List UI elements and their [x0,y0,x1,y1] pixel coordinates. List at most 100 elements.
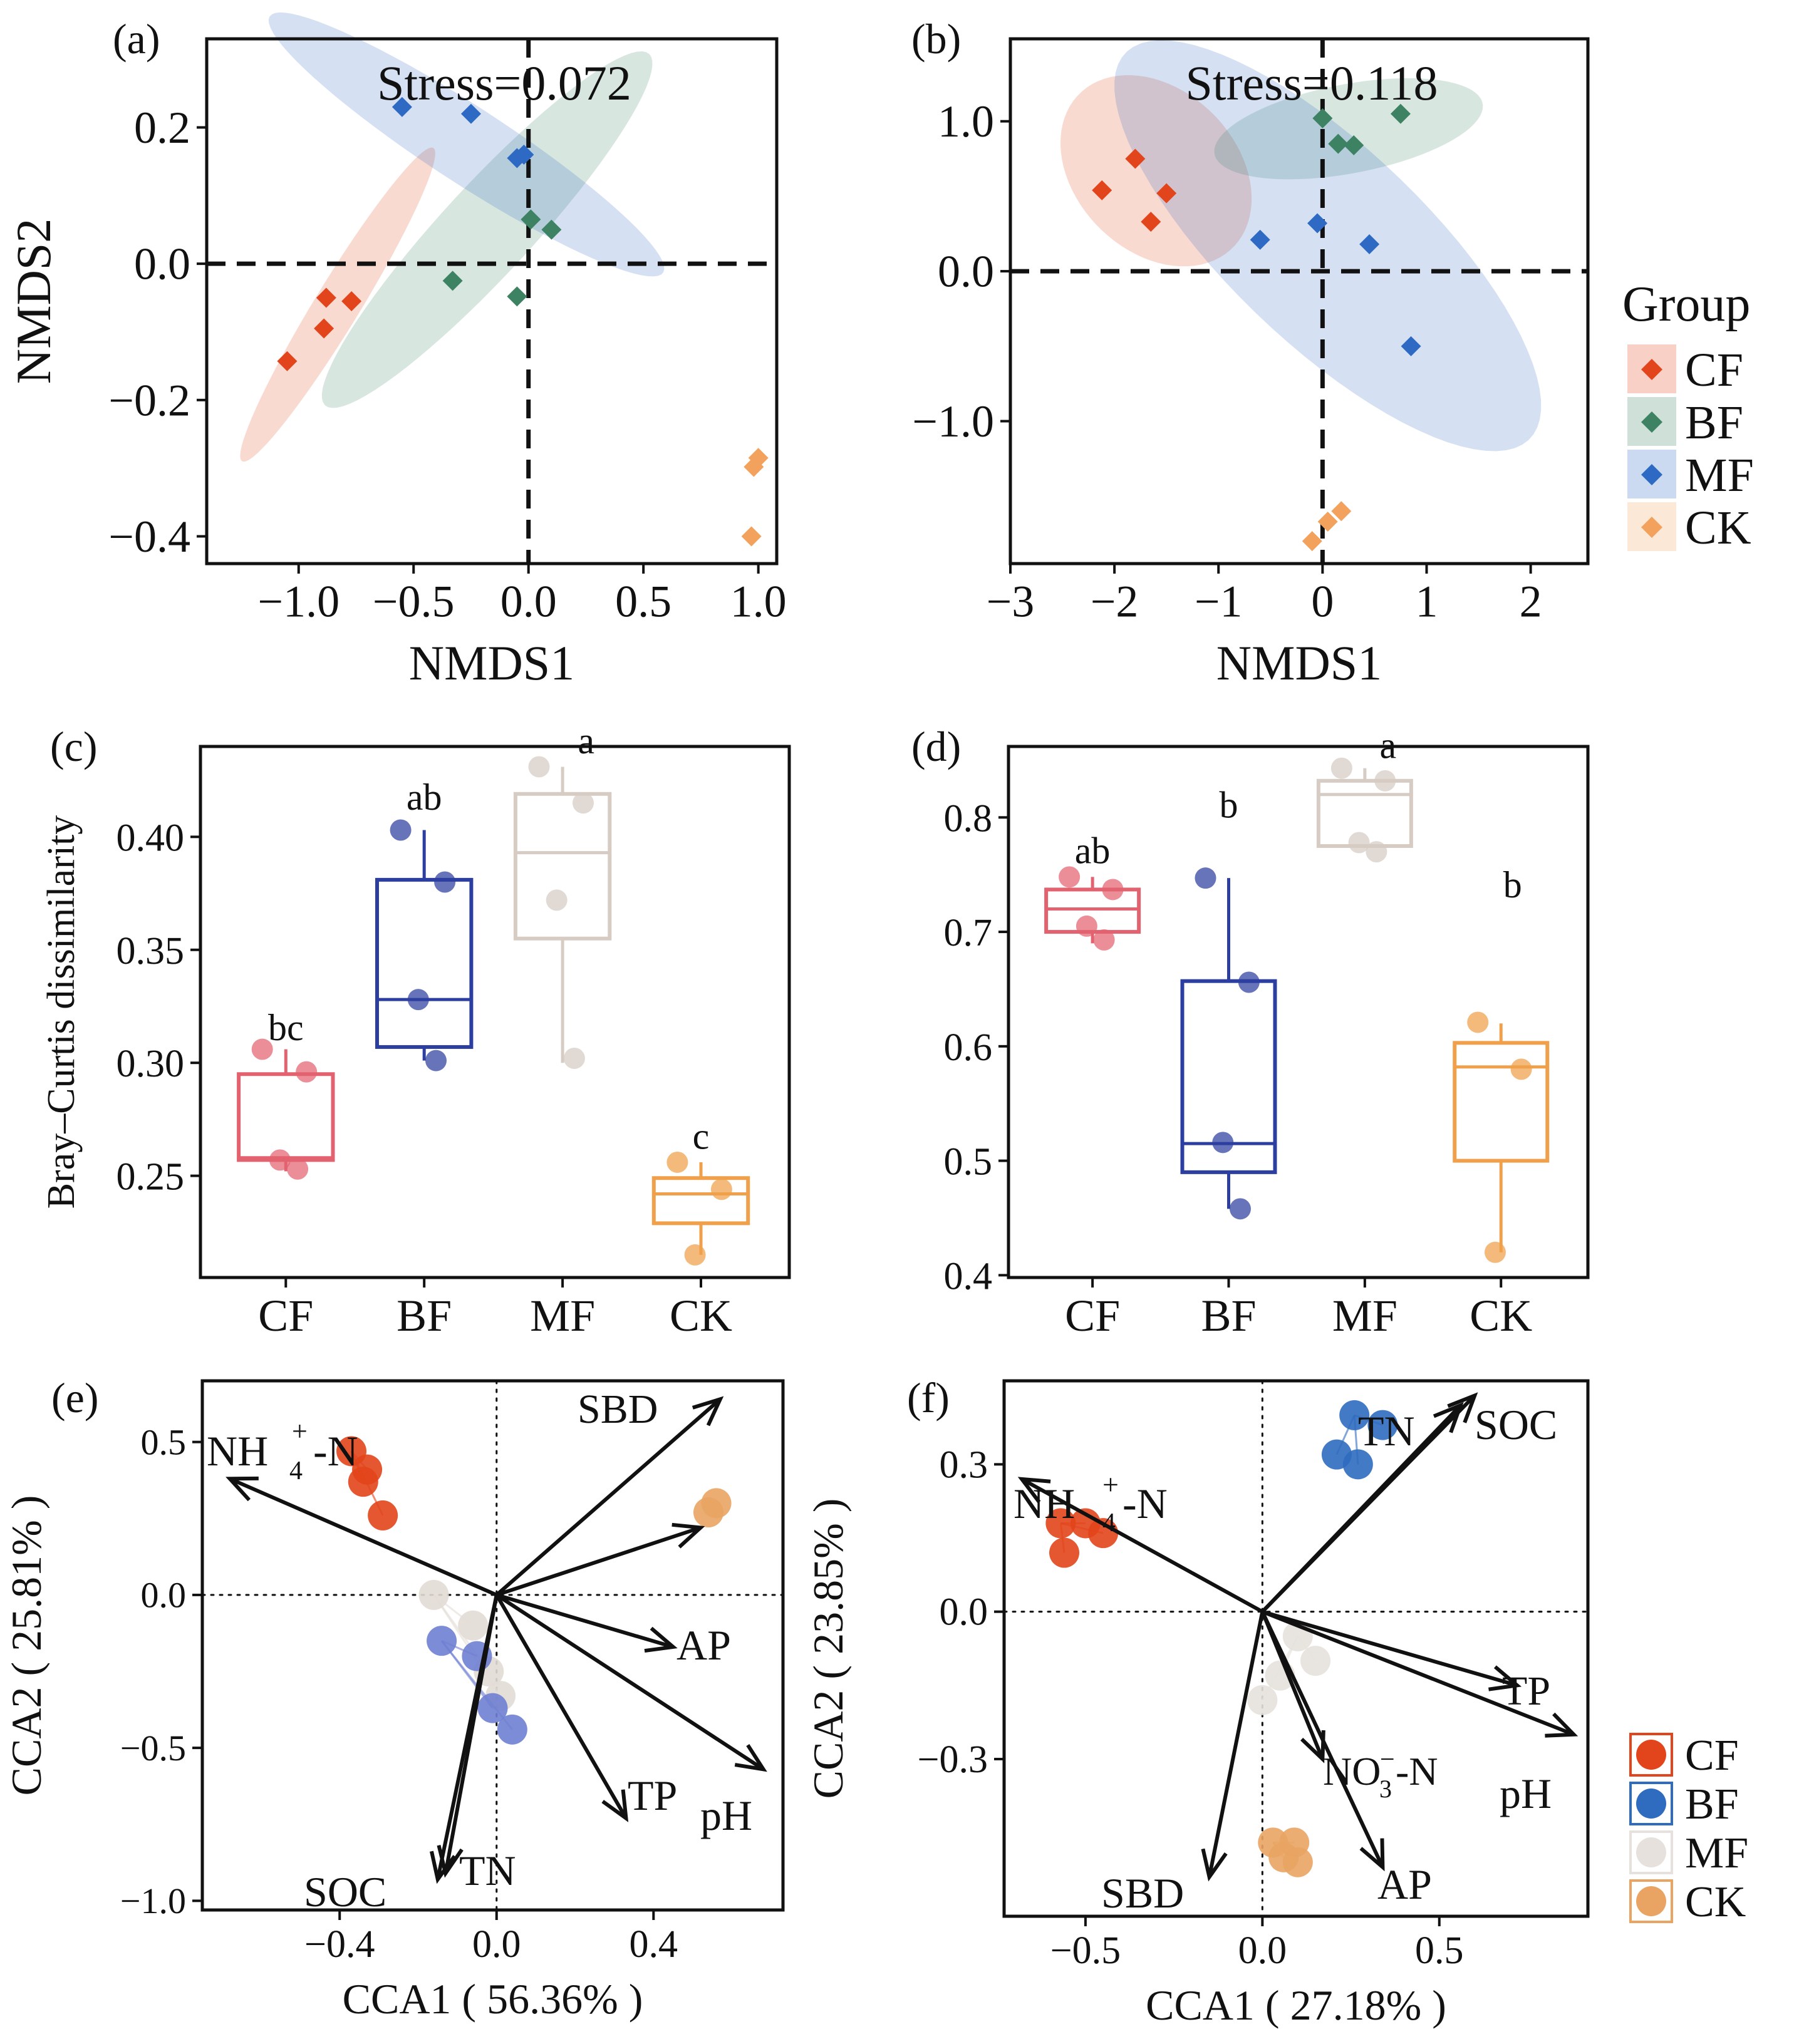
jitter-point [296,1061,318,1083]
x-axis-title: NMDS1 [409,636,574,690]
arrow-label: TP [1502,1668,1550,1714]
y-tick-label: 0.8 [944,797,993,840]
legend-label-BF: BF [1685,396,1743,449]
x-tick-label: −2 [1091,576,1139,626]
jitter-point [1366,841,1387,863]
legend-label-CF: CF [1685,344,1743,396]
significance-letter: bc [268,1007,304,1048]
arrow-label: SOC [304,1868,386,1916]
point-BF [1328,133,1349,154]
site-point-BF [497,1714,527,1745]
point-MF [514,145,534,165]
y-tick-label: 0.4 [944,1255,993,1298]
env-arrow [229,1477,497,1597]
jitter-point [1059,866,1081,888]
point-MF [1307,213,1328,234]
point-CF [1125,148,1146,169]
x-tick-label: 0 [1311,576,1334,626]
x-tick-label: −3 [987,576,1035,626]
point-BF [1390,103,1411,124]
legend-label-CK: CK [1685,502,1751,554]
x-tick-label: 0.5 [1415,1929,1464,1972]
jitter-point [1467,1011,1489,1033]
site-point-CK [693,1497,723,1528]
box-CF [237,1072,335,1162]
y-axis-title: Bray–Curtis dissimilarity [40,815,83,1209]
arrow-label: pH [700,1792,752,1839]
env-arrow [1262,1609,1518,1688]
site-point-MF [1247,1685,1278,1715]
jitter-point [666,1151,688,1173]
point-CK [741,526,762,547]
x-tick-label: −1 [1195,576,1243,626]
x-tick-label: BF [397,1291,452,1341]
jitter-point [1230,1198,1251,1220]
significance-letter: ab [1075,830,1111,871]
env-arrow-head [1488,1665,1522,1691]
x-tick-label: 1.0 [730,576,787,626]
jitter-point [1374,770,1396,792]
site-point-BF [1339,1400,1370,1430]
y-tick-label: 0.40 [117,817,185,859]
site-point-CF [1088,1518,1119,1549]
jitter-point [684,1244,706,1266]
box-CK [1453,1041,1550,1163]
site-point-CF [1045,1508,1076,1539]
y-tick-label: 0.5 [141,1422,187,1462]
legend-marker-CK [1636,1886,1666,1916]
jitter-point [1238,971,1260,993]
significance-letter: a [578,720,594,761]
ellipse-MF [1114,40,1542,452]
y-tick-label: 0.3 [940,1443,988,1486]
env-arrow [495,1593,765,1771]
point-MF [460,103,481,124]
x-tick-label: 2 [1520,576,1542,626]
point-MF [1359,234,1380,255]
jitter-point [1330,757,1352,779]
env-arrow [1261,1394,1476,1613]
env-arrow-head [1017,1477,1051,1504]
jitter-point [546,889,568,911]
env-arrow-head [1201,1848,1228,1882]
env-arrow [1020,1477,1263,1614]
point-CF [277,351,298,371]
point-CK [748,448,769,468]
jitter-point [1212,1132,1234,1154]
legend-label-CK: CK [1685,1878,1746,1926]
box-BF [375,877,474,1049]
jitter-point [287,1158,309,1180]
point-BF [1312,108,1333,128]
x-tick-label: −0.5 [373,576,455,626]
env-arrow-head [1433,1401,1464,1433]
point-MF [1250,229,1270,250]
arrow-label: TN [1358,1407,1415,1455]
y-axis-title: CCA2 ( 25.81% ) [3,1495,50,1796]
y-tick-label: 0.30 [117,1043,185,1085]
y-tick-label: 0.2 [134,103,190,153]
box-MF [513,792,612,941]
env-arrow-head [1447,1392,1478,1423]
jitter-point [269,1149,291,1171]
x-tick-label: 0.0 [500,576,557,626]
point-BF [507,286,527,307]
arrow-label: + [1102,1468,1119,1500]
point-MF [391,96,412,117]
x-axis-title: CCA1 ( 27.18% ) [1146,1981,1446,2029]
point-CK [1302,531,1322,552]
y-tick-label: 0.0 [141,1575,187,1616]
site-point-MF [418,1579,449,1610]
env-arrow-head [692,1396,724,1427]
arrow-label: NO [1323,1749,1381,1794]
y-tick-label: 0.5 [944,1141,993,1184]
y-tick-label: −0.5 [120,1728,186,1768]
legend-marker-BF [1636,1788,1666,1819]
significance-letter: ab [407,777,442,818]
y-tick-label: −0.4 [108,512,190,562]
jitter-point [573,792,594,814]
x-tick-label: CF [258,1291,313,1341]
significance-letter: c [693,1115,710,1157]
point-CK [1331,501,1352,522]
env-arrow [1207,1611,1265,1877]
jitter-point [390,819,412,841]
